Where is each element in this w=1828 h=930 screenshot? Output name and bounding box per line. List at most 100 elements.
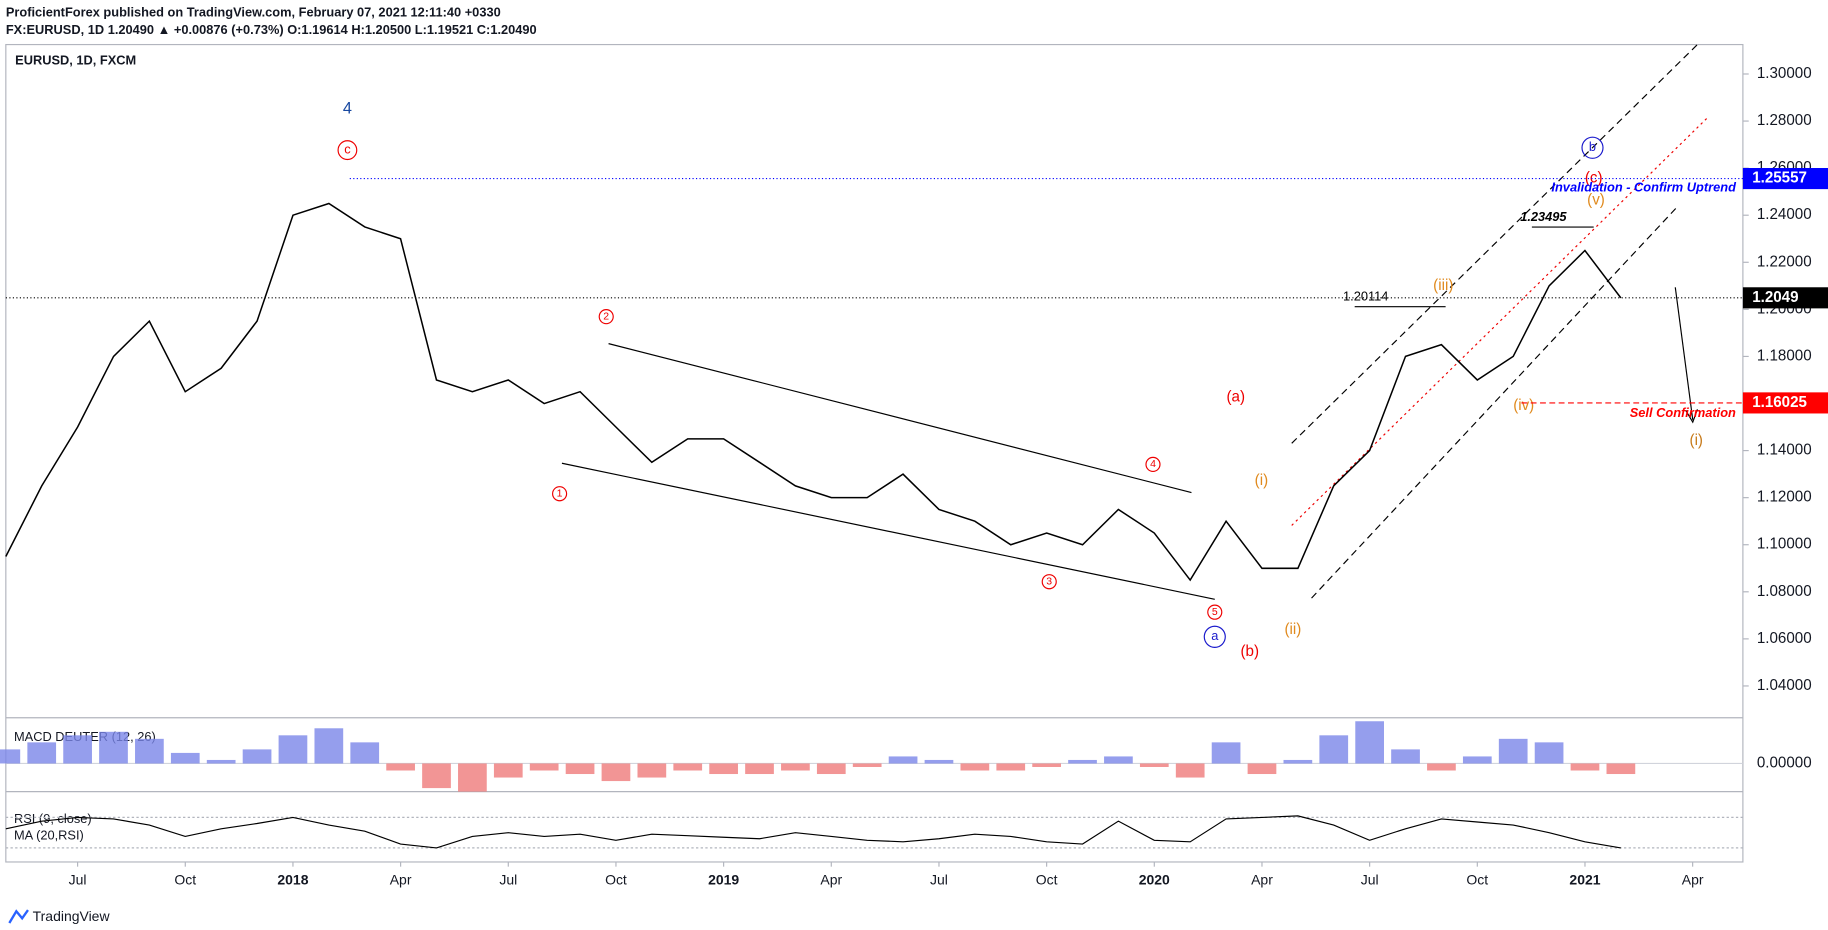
price-label-box (1742, 168, 1828, 190)
y-tick-label: 1.30000 (1757, 65, 1812, 82)
wave-label: 4 (1150, 458, 1156, 470)
rsi-ma-title: MA (20,RSI) (14, 828, 84, 843)
macd-bar (1606, 763, 1636, 775)
macd-bar (0, 749, 21, 764)
wave-label: 2 (603, 310, 609, 322)
price-mark-label: 1.20114 (1343, 289, 1388, 304)
x-tick-label: Apr (1682, 871, 1704, 887)
y-tick-label: 1.22000 (1757, 253, 1812, 270)
price-mark-label: 1.23495 (1520, 209, 1567, 224)
channel-line (561, 462, 1215, 600)
macd-bar (170, 752, 200, 764)
rsi-title: RSI (9, close) (14, 811, 92, 826)
y-tick-label: 1.04000 (1757, 677, 1812, 694)
macd-bar (709, 763, 738, 775)
arrow-head (1685, 409, 1698, 424)
macd-bar (888, 756, 918, 764)
level-text: Sell Confirmation (1630, 405, 1736, 420)
wave-circle (1145, 456, 1161, 473)
pane-frame (5, 43, 1744, 863)
macd-bar (1391, 749, 1420, 764)
logo-icon (8, 909, 29, 924)
x-tick-label: 2018 (277, 871, 308, 887)
x-tick-label: 2020 (1139, 871, 1170, 887)
publisher: ProficientForex published on TradingView… (6, 4, 501, 19)
footer-logo: TradingView (33, 908, 111, 924)
price-label: 1.16025 (1752, 394, 1807, 411)
y-tick-label: 1.24000 (1757, 206, 1812, 223)
wave-circle (337, 140, 358, 161)
macd-bar (278, 735, 308, 764)
macd-bar (1283, 759, 1313, 764)
x-tick-label: 2021 (1569, 871, 1600, 887)
macd-bar (960, 763, 990, 771)
macd-bar (1211, 742, 1241, 764)
channel-line (1311, 204, 1680, 599)
macd-bar (99, 731, 128, 764)
x-tick-label: Jul (930, 871, 948, 887)
x-tick-label: Oct (174, 871, 196, 887)
macd-bar (1498, 738, 1528, 764)
macd-bar (242, 749, 272, 764)
macd-bar (63, 735, 92, 764)
wave-label: (iii) (1433, 277, 1453, 294)
macd-bar (924, 759, 954, 764)
x-tick-label: Oct (1036, 871, 1058, 887)
macd-bar (1570, 763, 1600, 771)
macd-bar (1032, 763, 1061, 767)
wave-circle (1581, 136, 1604, 159)
wave-label: (b) (1241, 643, 1260, 660)
y-tick-label: 1.28000 (1757, 112, 1812, 129)
macd-bar (206, 759, 236, 764)
channel-line (1291, 116, 1709, 526)
wave-label: (ii) (1284, 621, 1301, 638)
macd-bar (816, 763, 846, 775)
wave-label: 4 (343, 99, 352, 117)
macd-bar (996, 763, 1026, 771)
x-tick-label: 2019 (708, 871, 739, 887)
drawings (561, 42, 1709, 600)
macd-bar (601, 763, 631, 782)
y-tick-label: 1.08000 (1757, 583, 1812, 600)
channel-line (608, 343, 1192, 494)
macd-bar (1319, 735, 1349, 764)
price-label-box (1742, 392, 1828, 414)
wave-circle (1041, 574, 1057, 590)
x-tick-label: Jul (1361, 871, 1379, 887)
wave-label: (i) (1255, 472, 1268, 489)
macd-bar (745, 763, 774, 775)
quote: FX:EURUSD, 1D 1.20490 ▲ +0.00876 (+0.73%… (6, 22, 537, 37)
price-label-box (1742, 287, 1828, 309)
macd-bar (458, 763, 487, 792)
macd-bar (852, 763, 882, 767)
wave-label: (iv) (1513, 397, 1534, 414)
macd-bar (529, 763, 559, 771)
wave-label: (v) (1587, 192, 1605, 209)
wave-label: 1 (557, 487, 563, 499)
rsi-line (5, 815, 1621, 849)
y-tick-label: 1.12000 (1757, 489, 1812, 506)
x-tick-label: Jul (69, 871, 87, 887)
price-label: 1.25557 (1752, 170, 1807, 187)
annotations: 4 c 2 1 3 4 5 a (a) (b) (c) (i) (ii) (ii… (337, 99, 1703, 660)
macd-bar (1139, 763, 1169, 767)
macd-bar (1355, 721, 1384, 764)
wave-label: c (344, 141, 351, 156)
x-tick-label: Apr (820, 871, 842, 887)
wave-label: b (1589, 139, 1596, 154)
wave-circle (552, 486, 568, 502)
wave-label: a (1211, 628, 1219, 643)
x-tick-label: Apr (390, 871, 412, 887)
arrow (1674, 287, 1694, 420)
macd-bar (135, 738, 164, 764)
macd-bar (637, 763, 667, 778)
y-tick-label: 1.18000 (1757, 347, 1812, 364)
x-tick-label: Jul (499, 871, 517, 887)
wave-label: 3 (1046, 575, 1052, 587)
x-tick-label: Apr (1251, 871, 1273, 887)
macd-bar (1427, 763, 1456, 771)
macd-bar (1462, 756, 1492, 764)
